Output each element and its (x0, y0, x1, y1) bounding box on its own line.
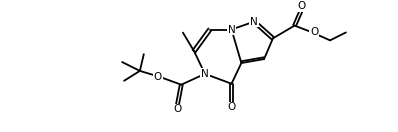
Text: O: O (154, 72, 162, 82)
Text: N: N (228, 25, 235, 34)
Text: O: O (310, 27, 318, 37)
Text: N: N (201, 69, 209, 79)
Text: O: O (227, 102, 236, 112)
Text: N: N (250, 17, 258, 27)
Text: O: O (173, 104, 181, 114)
Text: O: O (297, 1, 306, 11)
